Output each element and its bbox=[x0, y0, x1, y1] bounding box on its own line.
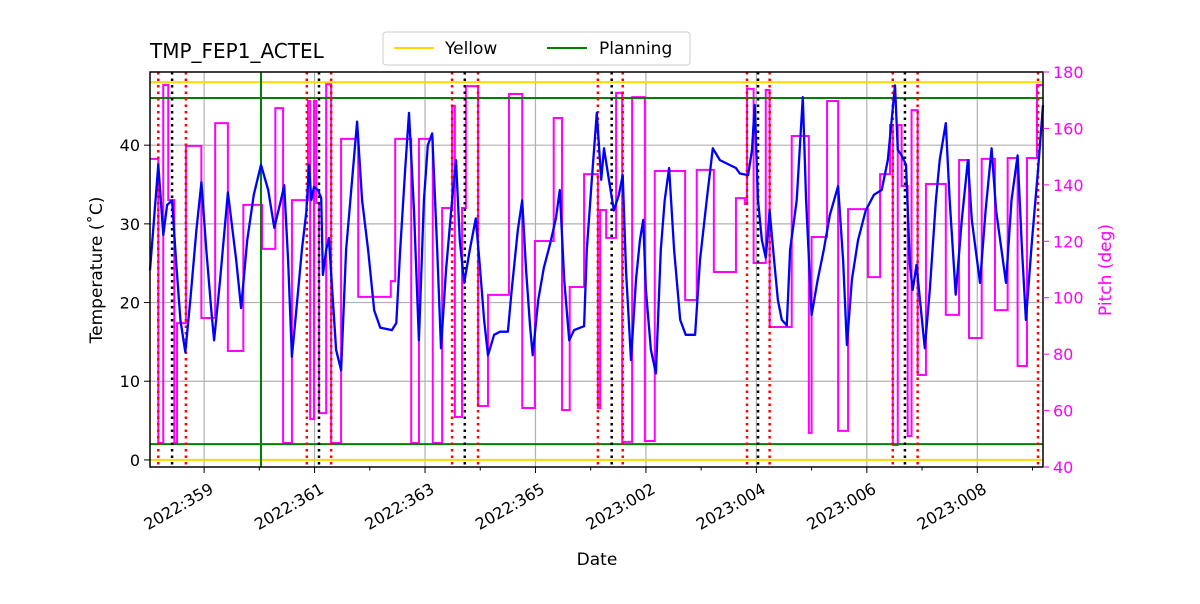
y2-tick-label: 120 bbox=[1053, 232, 1084, 251]
x-tick-label: 2022:363 bbox=[362, 479, 438, 534]
x-tick-label: 2022:361 bbox=[251, 479, 327, 534]
y-axis-label: Temperature (˚C) bbox=[86, 197, 107, 345]
y2-tick-label: 100 bbox=[1053, 289, 1084, 308]
y2-tick-label: 40 bbox=[1053, 458, 1073, 477]
y-tick-label: 10 bbox=[120, 372, 140, 391]
y-tick-label: 30 bbox=[120, 215, 140, 234]
y-tick-label: 40 bbox=[120, 136, 140, 155]
x-axis-label: Date bbox=[577, 550, 618, 570]
y2-axis-label: Pitch (deg) bbox=[1096, 224, 1116, 316]
y2-tick-label: 160 bbox=[1053, 119, 1084, 138]
x-tick-label: 2023:006 bbox=[803, 479, 879, 534]
legend-frame bbox=[382, 31, 691, 66]
y2-tick-label: 140 bbox=[1053, 176, 1084, 195]
x-tick-label: 2022:359 bbox=[141, 479, 217, 534]
y-tick-label: 20 bbox=[120, 294, 140, 313]
legend-label-planning: Planning bbox=[599, 39, 672, 59]
temperature-series-line bbox=[148, 84, 1045, 375]
y2-tick-label: 180 bbox=[1053, 63, 1084, 82]
x-tick-label: 2023:008 bbox=[914, 479, 990, 534]
legend: Yellow Planning bbox=[382, 31, 691, 66]
legend-label-yellow: Yellow bbox=[444, 39, 497, 59]
chart-title: TMP_FEP1_ACTEL bbox=[149, 39, 325, 63]
x-tick-label: 2023:002 bbox=[582, 479, 658, 534]
axes-frame bbox=[149, 71, 1044, 468]
plot-area bbox=[148, 72, 1045, 467]
x-tick-label: 2023:004 bbox=[693, 479, 769, 534]
y-tick-label: 0 bbox=[130, 451, 140, 470]
x-tick-label: 2022:365 bbox=[472, 479, 548, 534]
pitch-series-line bbox=[150, 83, 1043, 446]
axes: 2022:359 2022:361 2022:363 2022:365 2023:002… bbox=[120, 63, 1084, 534]
y2-tick-label: 60 bbox=[1053, 402, 1073, 421]
y2-tick-label: 80 bbox=[1053, 345, 1073, 364]
